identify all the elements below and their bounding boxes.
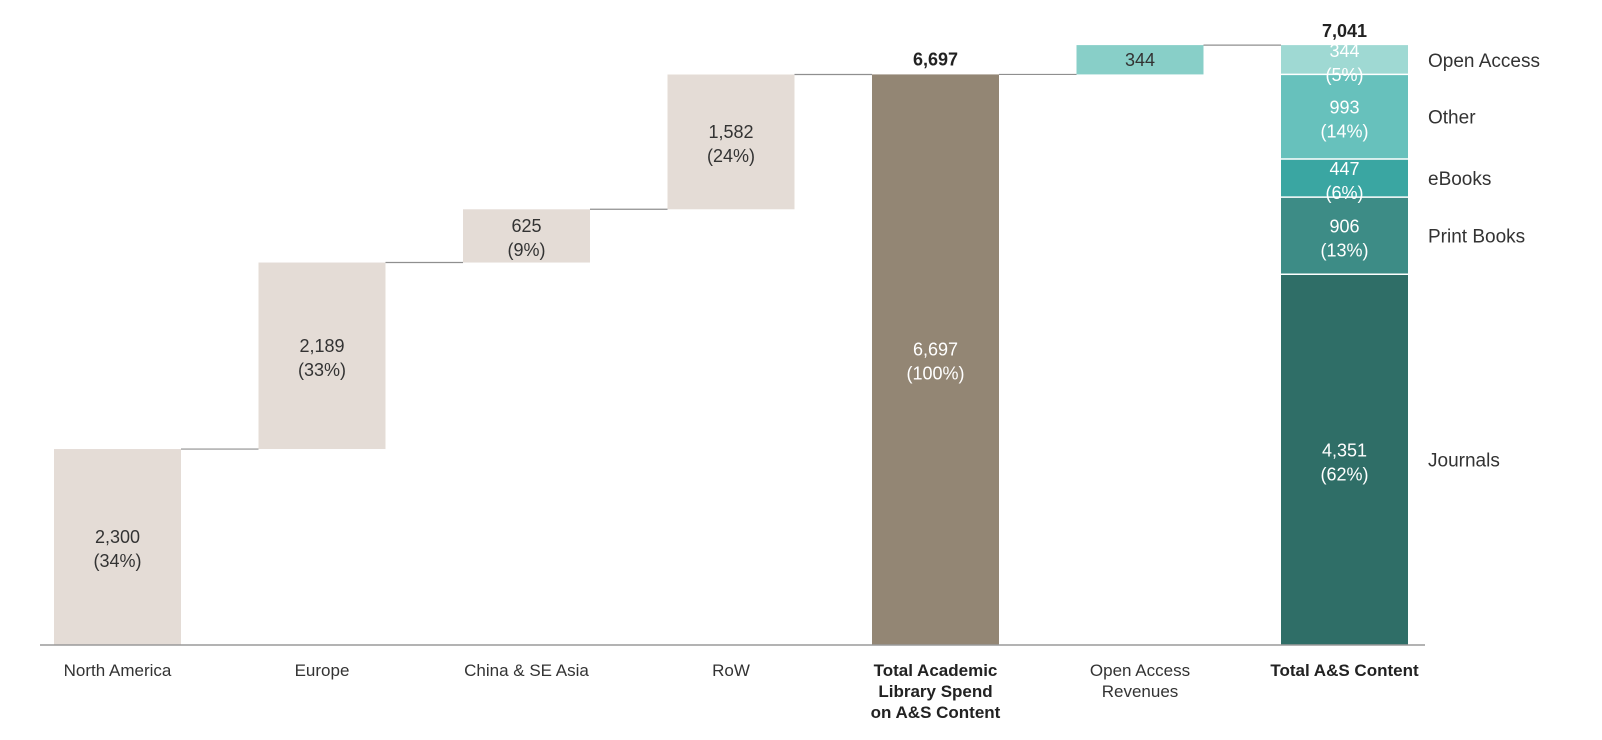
bar-6	[1076, 45, 1204, 75]
stack-segment-4-pct: (14%)	[1320, 122, 1368, 142]
stack-total-label: 7,041	[1322, 21, 1367, 41]
stack-segment-5-pct: (5%)	[1325, 65, 1363, 85]
category-label-2: Europe	[295, 661, 350, 680]
value-labels: 2,300 (34%) 2,189 (33%) 625 (9%) 1,582 (24%) 6,6…	[93, 21, 1368, 571]
stack-segment-1-value: 4,351	[1322, 441, 1367, 461]
stack-segment-3-pct: (6%)	[1325, 183, 1363, 203]
legend-5: Open Access	[1428, 51, 1540, 72]
category-label-4: RoW	[712, 661, 750, 680]
bar-4-pct: (24%)	[707, 146, 755, 166]
stack-segment-3	[1281, 159, 1408, 198]
stack-segment-1	[1281, 274, 1408, 645]
bar-1-pct: (34%)	[93, 551, 141, 571]
bars	[54, 45, 1408, 646]
category-labels: North America Europe China & SE Asia RoW Tot…	[64, 661, 1419, 722]
bar-4-value: 1,582	[708, 122, 753, 142]
stack-segment-4	[1281, 74, 1408, 160]
stack-segment-2-pct: (13%)	[1320, 241, 1368, 261]
category-label-7: Total A&S Content	[1270, 661, 1419, 680]
bar-3-pct: (9%)	[507, 240, 545, 260]
bar-5	[872, 74, 999, 646]
bar-4	[667, 74, 795, 210]
category-label-6-line-2: Revenues	[1102, 682, 1179, 701]
bar-3	[463, 209, 590, 263]
stack-segment-2	[1281, 197, 1408, 275]
stack-segment-3-value: 447	[1329, 159, 1359, 179]
connector-lines	[181, 44, 1281, 450]
legend-2: Print Books	[1428, 227, 1525, 248]
category-label-5-line-1: Total Academic	[874, 661, 998, 680]
category-label-5-line-2: Library Spend	[878, 682, 992, 701]
category-label-5-line-3: on A&S Content	[871, 703, 1001, 722]
bar-5-total-label: 6,697	[913, 49, 958, 69]
segment-legend: Journals Print Books eBooks Other Open Acces…	[1428, 51, 1540, 472]
stack-segment-5	[1281, 45, 1408, 75]
bar-2-value: 2,189	[299, 336, 344, 356]
legend-4: Other	[1428, 108, 1476, 129]
bar-2	[258, 262, 386, 450]
bar-5-value: 6,697	[913, 340, 958, 360]
category-label-3: China & SE Asia	[464, 661, 589, 680]
legend-1: Journals	[1428, 451, 1500, 472]
stack-segment-4-value: 993	[1329, 98, 1359, 118]
legend-3: eBooks	[1428, 169, 1491, 190]
bar-1	[54, 449, 181, 645]
bar-1-value: 2,300	[95, 527, 140, 547]
stack-segment-2-value: 906	[1329, 217, 1359, 237]
bar-6-value: 344	[1125, 50, 1155, 70]
bar-3-value: 625	[511, 216, 541, 236]
stack-segment-5-value: 344	[1329, 41, 1359, 61]
category-label-1: North America	[64, 661, 172, 680]
stack-segment-1-pct: (62%)	[1320, 465, 1368, 485]
bar-2-pct: (33%)	[298, 360, 346, 380]
bar-5-pct: (100%)	[906, 364, 964, 384]
category-label-6-line-1: Open Access	[1090, 661, 1190, 680]
